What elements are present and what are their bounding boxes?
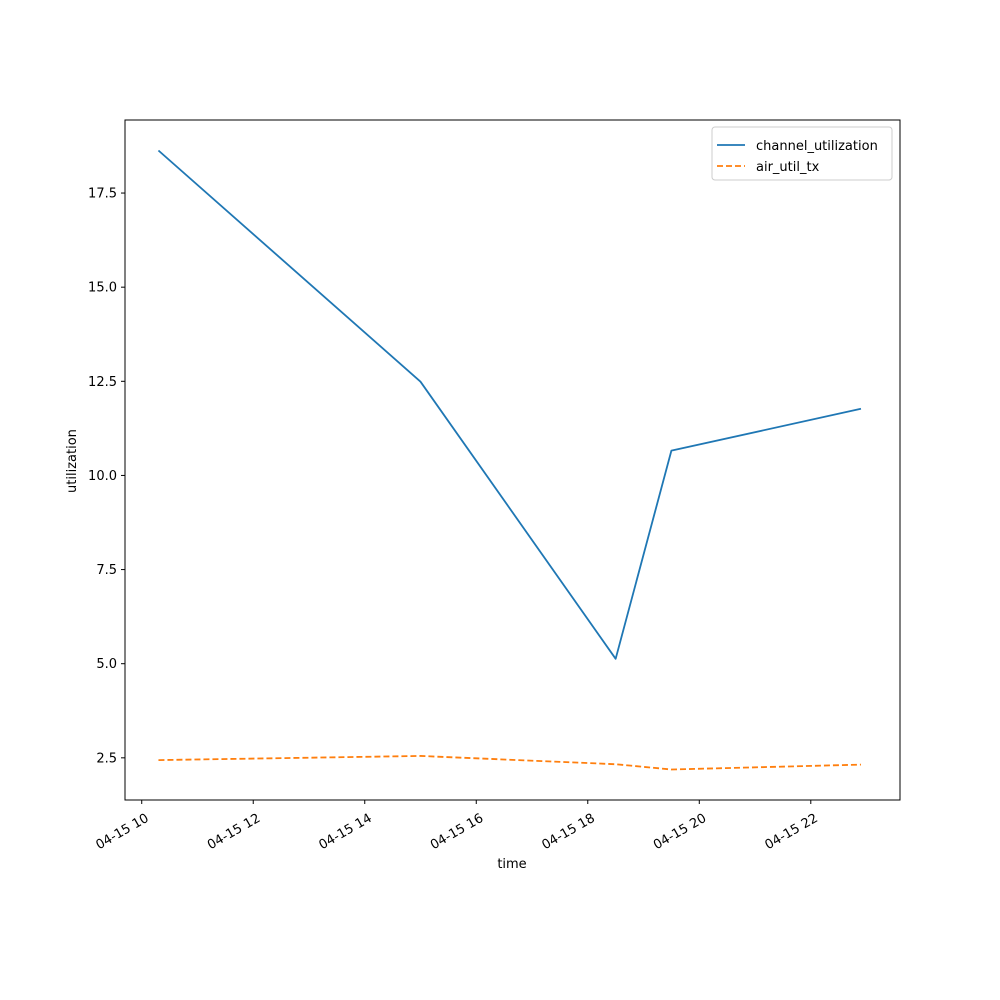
legend-label-channel-utilization: channel_utilization <box>756 139 878 154</box>
y-tick-label: 2.5 <box>96 751 117 766</box>
y-tick-label: 5.0 <box>96 657 117 672</box>
legend: channel_utilization air_util_tx <box>711 126 893 181</box>
x-tick-label: 04-15 20 <box>651 811 709 853</box>
x-axis-label: time <box>497 857 526 872</box>
plot-marks <box>157 149 862 771</box>
series-line-channel-utilization <box>157 149 862 660</box>
plot-area-frame <box>124 119 901 801</box>
y-tick-label: 17.5 <box>88 187 117 202</box>
x-tick-label: 04-15 16 <box>428 811 486 853</box>
legend-box <box>711 126 893 181</box>
x-axis: 04-15 10 04-15 12 04-15 14 04-15 16 04-15 18… <box>93 800 821 853</box>
y-axis: 2.5 5.0 7.5 10.0 12.5 15.0 17.5 <box>88 187 125 766</box>
x-tick-label: 04-15 12 <box>205 811 263 853</box>
y-tick-label: 15.0 <box>88 281 117 296</box>
y-axis-label: utilization <box>65 429 80 493</box>
legend-label-air-util-tx: air_util_tx <box>756 160 820 175</box>
y-tick-label: 12.5 <box>88 375 117 390</box>
x-tick-label: 04-15 14 <box>317 811 375 853</box>
x-tick-label: 04-15 18 <box>540 811 598 853</box>
x-tick-label: 04-15 22 <box>763 811 821 853</box>
y-tick-label: 7.5 <box>96 563 117 578</box>
x-tick-label: 04-15 10 <box>93 811 151 853</box>
y-tick-label: 10.0 <box>88 469 117 484</box>
series-line-air-util-tx <box>158 755 861 771</box>
